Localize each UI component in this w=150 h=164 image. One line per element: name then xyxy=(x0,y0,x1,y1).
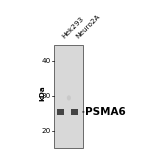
Text: 20: 20 xyxy=(42,128,51,134)
Text: kDa: kDa xyxy=(40,85,46,101)
Bar xyxy=(54,45,83,148)
Text: PSMA6: PSMA6 xyxy=(85,107,126,117)
Bar xyxy=(71,109,78,115)
Text: 30: 30 xyxy=(42,93,51,99)
Text: Hek293: Hek293 xyxy=(61,15,85,40)
Text: 40: 40 xyxy=(42,58,51,64)
Bar xyxy=(57,109,64,115)
Ellipse shape xyxy=(67,95,71,101)
Text: Neuro2A: Neuro2A xyxy=(74,13,101,40)
